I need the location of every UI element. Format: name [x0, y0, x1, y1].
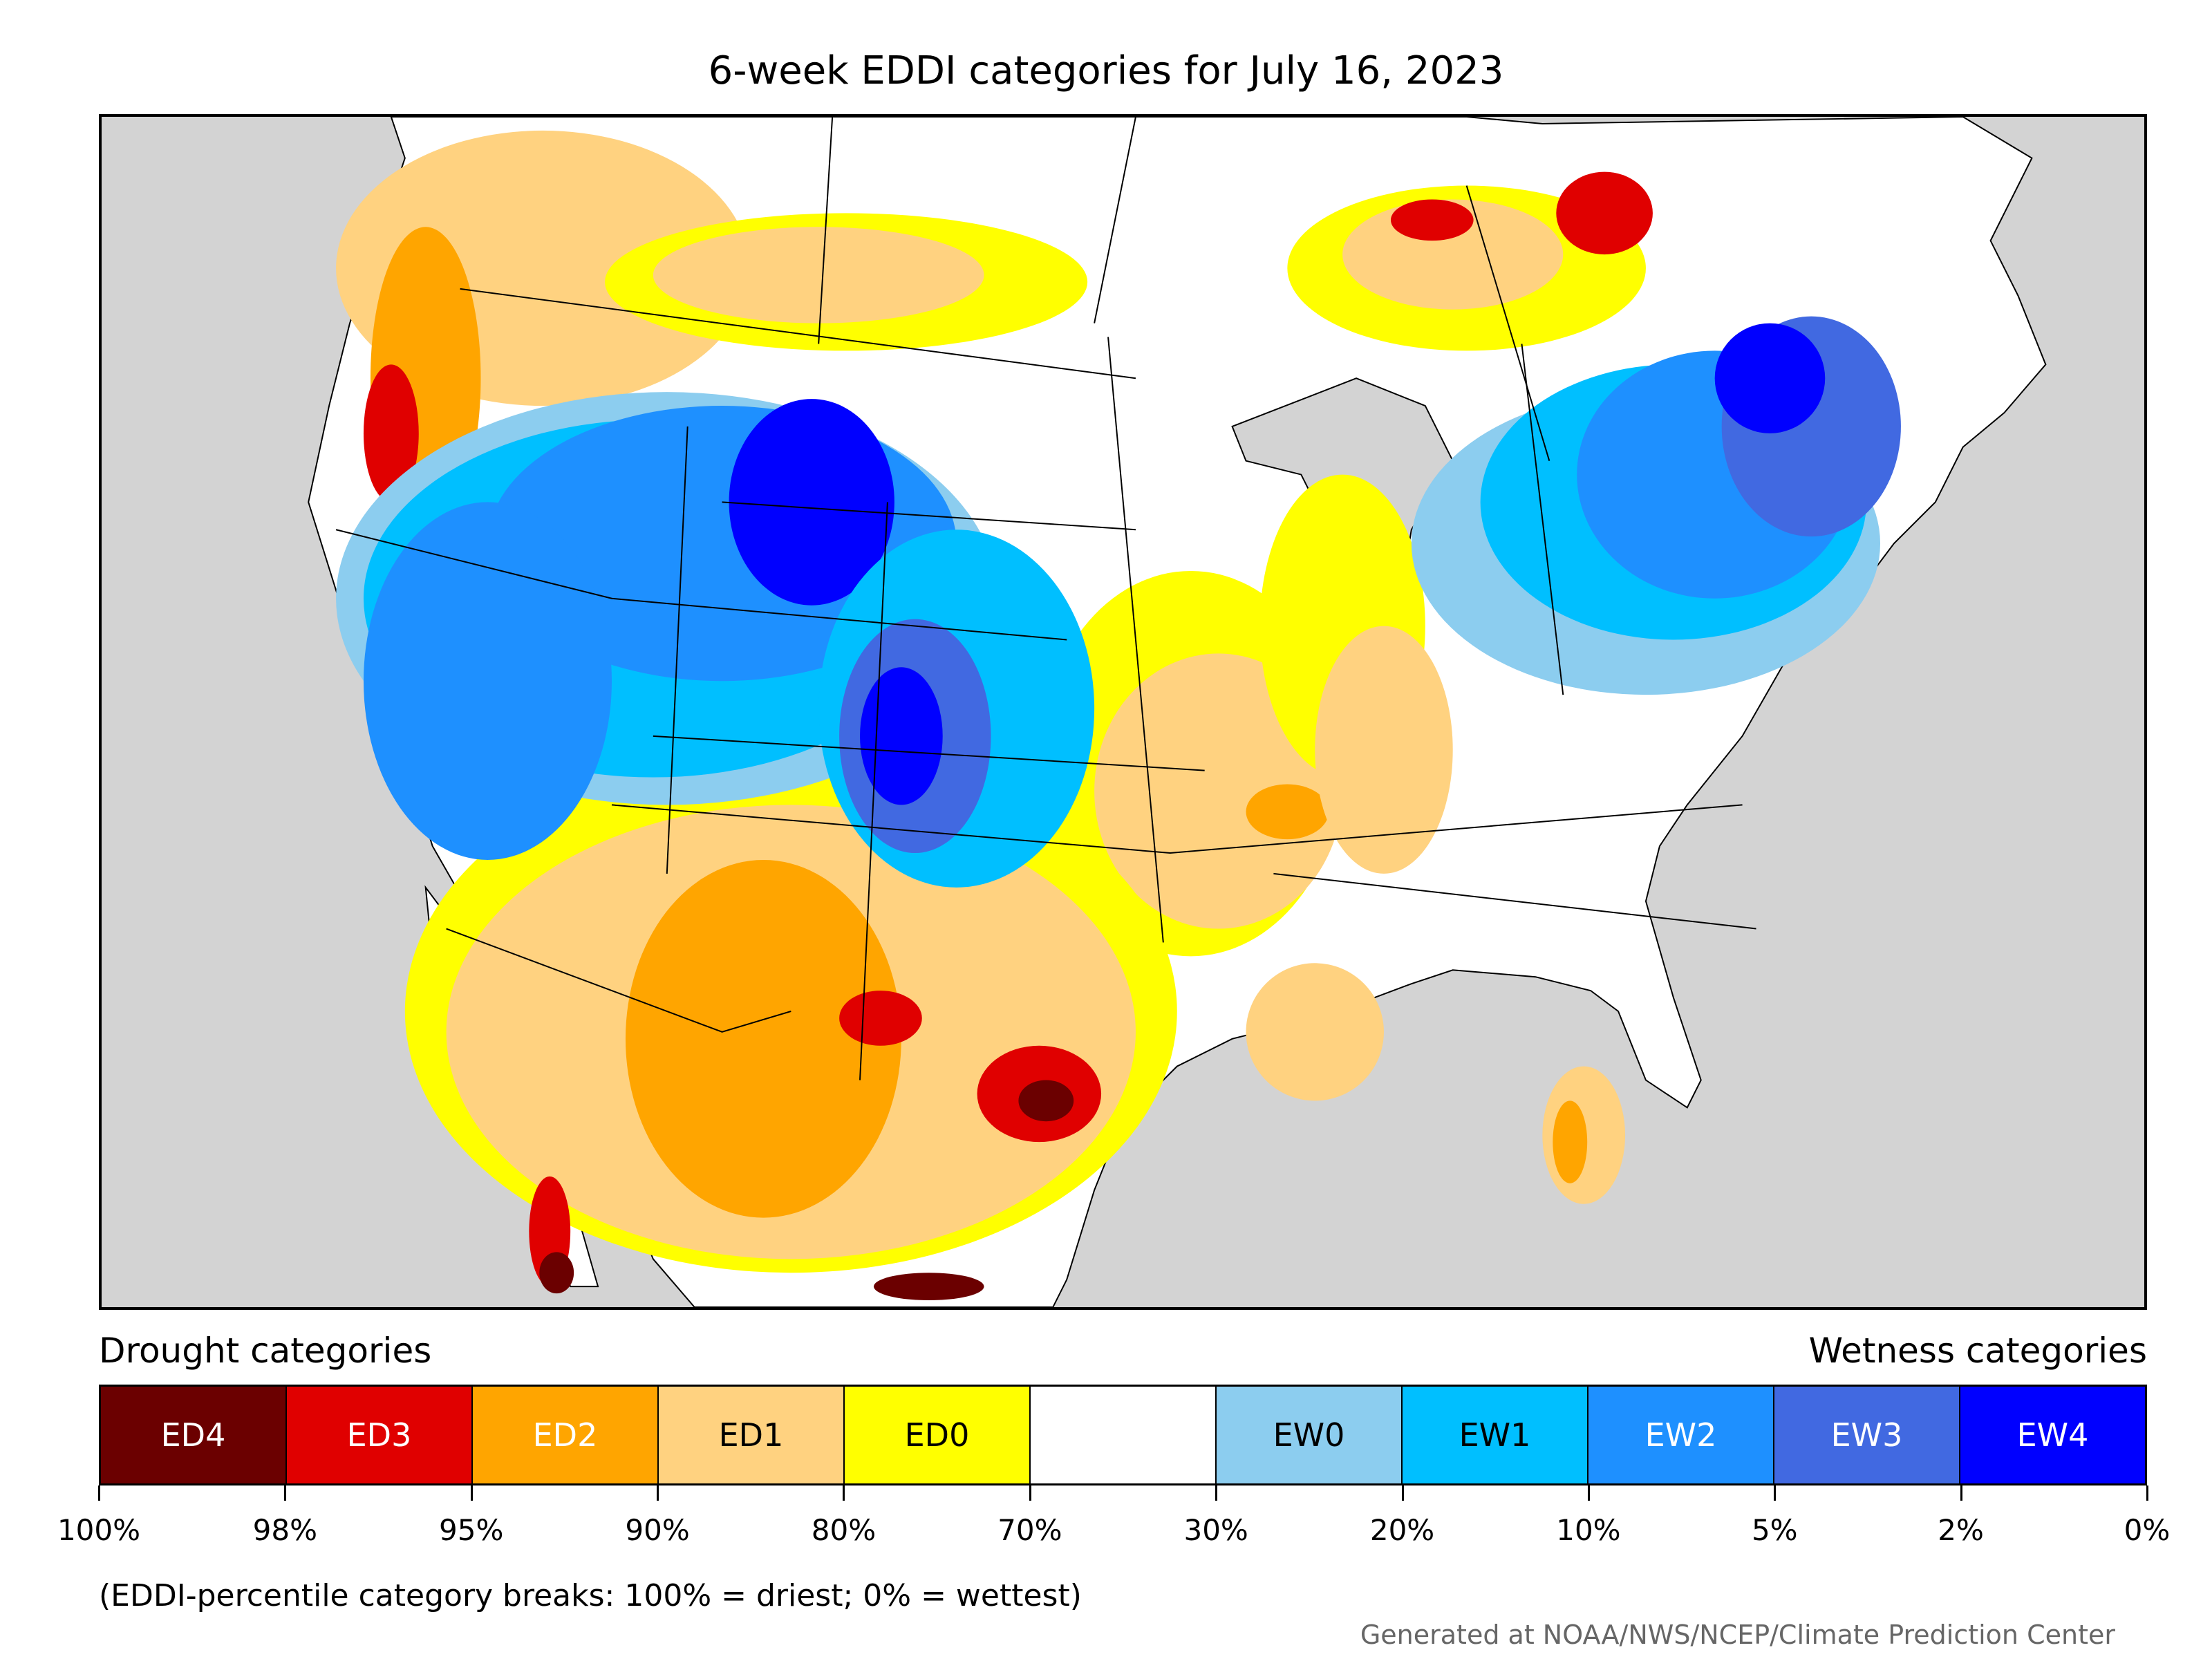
tick-label: 95% [439, 1513, 504, 1547]
tick-label: 30% [1183, 1513, 1248, 1547]
tick-label: 10% [1556, 1513, 1621, 1547]
colorbar-cell: ED2 [473, 1387, 659, 1483]
drought-categories-heading: Drought categories [99, 1331, 432, 1371]
tick-label: 80% [811, 1513, 877, 1547]
drought-patches [336, 130, 1653, 1301]
wetness-categories-heading: Wetness categories [1808, 1331, 2147, 1371]
tick-mark [98, 1485, 100, 1501]
tick-label: 90% [625, 1513, 690, 1547]
tick-label: 2% [1938, 1513, 1984, 1547]
tick-mark [843, 1485, 845, 1501]
map-panel [99, 114, 2147, 1310]
tick-mark [1401, 1485, 1404, 1501]
map-title: 6-week EDDI categories for July 16, 2023 [708, 48, 1504, 93]
credit-line: Generated at NOAA/NWS/NCEP/Climate Predi… [1360, 1620, 2115, 1650]
tick-mark [1774, 1485, 1777, 1501]
colorbar-cell: ED4 [101, 1387, 287, 1483]
tick-label: 98% [252, 1513, 318, 1547]
tick-label: 20% [1369, 1513, 1435, 1547]
tick-mark [1029, 1485, 1031, 1501]
tick-label: 0% [2124, 1513, 2171, 1547]
percentile-ticks: 100% 98% 95% 90% 80% 70% 30% 20% 10% 5% 2% 0% [57, 1485, 2170, 1547]
tick-mark [1215, 1485, 1218, 1501]
category-colorbar: ED4 ED3 ED2 ED1 ED0 EW0 EW1 EW2 EW3 EW4 [99, 1385, 2147, 1485]
colorbar-cell: ED0 [845, 1387, 1031, 1483]
tick-label: 5% [1751, 1513, 1798, 1547]
wetness-patches [336, 316, 1901, 888]
colorbar-cell: EW1 [1403, 1387, 1588, 1483]
tick-label: 70% [997, 1513, 1062, 1547]
tick-mark [657, 1485, 659, 1501]
colorbar-cell: EW3 [1774, 1387, 1960, 1483]
eddi-map [308, 117, 2047, 1307]
tick-mark [284, 1485, 287, 1501]
boundary-lines [335, 117, 1756, 1080]
tick-label: 100% [57, 1513, 141, 1547]
tick-mark [470, 1485, 473, 1501]
colorbar-cell [1031, 1387, 1217, 1483]
tick-mark [1960, 1485, 1962, 1501]
colorbar-cell: EW4 [1960, 1387, 2145, 1483]
tick-mark [1587, 1485, 1590, 1501]
colorbar-cell: ED1 [659, 1387, 845, 1483]
colorbar-cell: EW0 [1217, 1387, 1403, 1483]
category-breaks-note: (EDDI-percentile category breaks: 100% =… [99, 1578, 1082, 1613]
colorbar-cell: ED3 [287, 1387, 473, 1483]
tick-mark [2146, 1485, 2148, 1501]
colorbar-cell: EW2 [1588, 1387, 1774, 1483]
